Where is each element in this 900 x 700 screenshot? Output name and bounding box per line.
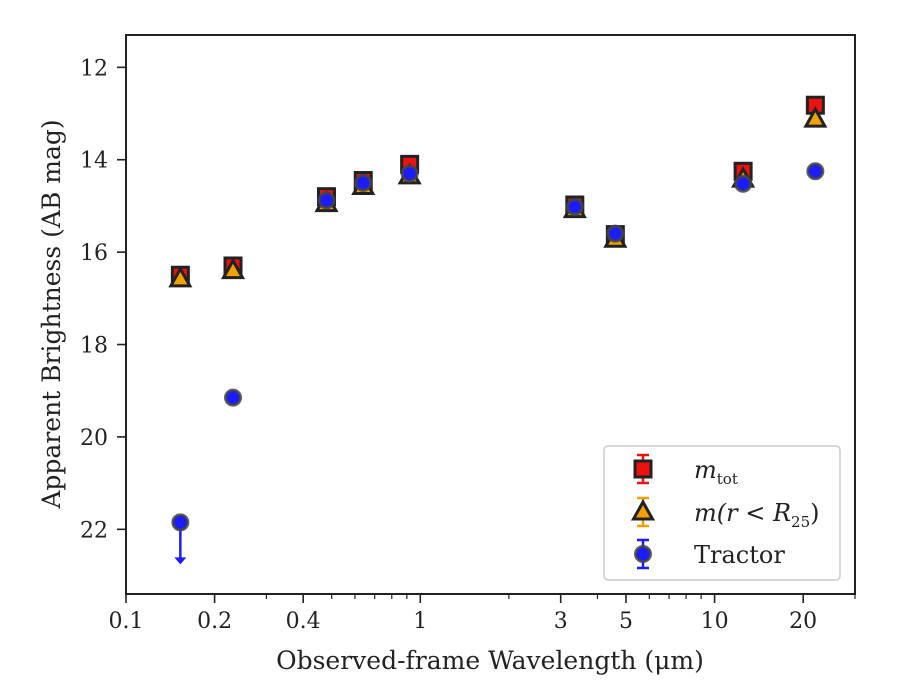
x-tick-label: 20 [789,609,817,634]
y-tick-label: 20 [80,426,108,451]
x-tick-label: 0.2 [197,609,232,634]
tractor-marker [171,513,190,532]
legend-label-mr25-sub: 25 [791,513,810,531]
tractor-marker [354,173,373,192]
y-axis-label: Apparent Brightness (AB mag) [37,119,66,509]
mr25-marker [168,265,193,288]
legend-label-mtot: mtot [694,456,738,488]
x-axis-label: Observed-frame Wavelength (μm) [276,646,704,675]
legend-mr25-marker [630,498,656,521]
y-tick-label: 18 [80,334,108,359]
y-tick-label: 16 [80,241,108,266]
legend-markers [630,453,656,570]
legend-box [603,445,841,581]
tractor-marker [317,191,336,210]
x-tick-label: 5 [619,609,633,634]
y-tick-label: 12 [80,56,108,81]
legend-label-mr25-tail: ) [810,499,819,527]
legend-label-mtot-sub: tot [717,470,738,488]
x-tick-label: 10 [701,609,729,634]
tractor-marker [224,388,243,407]
x-tick-label: 0.4 [286,609,321,634]
plot-frame [125,34,856,595]
markers-layer [168,95,828,565]
tractor-marker [606,224,625,243]
tractor-marker [734,174,753,193]
legend: mtot m(r < R25) Tractor [603,445,841,581]
mr25-marker [803,106,828,128]
y-tick-label: 14 [80,149,108,174]
legend-label-tractor: Tractor [694,541,785,569]
tractor-marker [806,162,825,181]
legend-label-mtot-main: m [694,456,717,484]
x-tick-label: 0.1 [109,609,144,634]
ticks-layer: 0.1 0.2 0.4 1 3 5 10 20 12 14 16 18 20 22 [80,56,856,634]
legend-label-mr25-main: m(r < R [694,499,791,527]
x-tick-label: 1 [413,609,427,634]
mr25-marker [220,257,246,280]
legend-tractor-marker [634,545,652,563]
legend-mtot-marker [633,459,653,479]
upper-limit-arrow-head [174,557,187,565]
x-tick-label: 3 [554,609,568,634]
tractor-marker [400,164,419,183]
y-tick-label: 22 [80,518,108,543]
tractor-marker [565,197,584,216]
legend-label-mr25: m(r < R25) [694,499,820,531]
